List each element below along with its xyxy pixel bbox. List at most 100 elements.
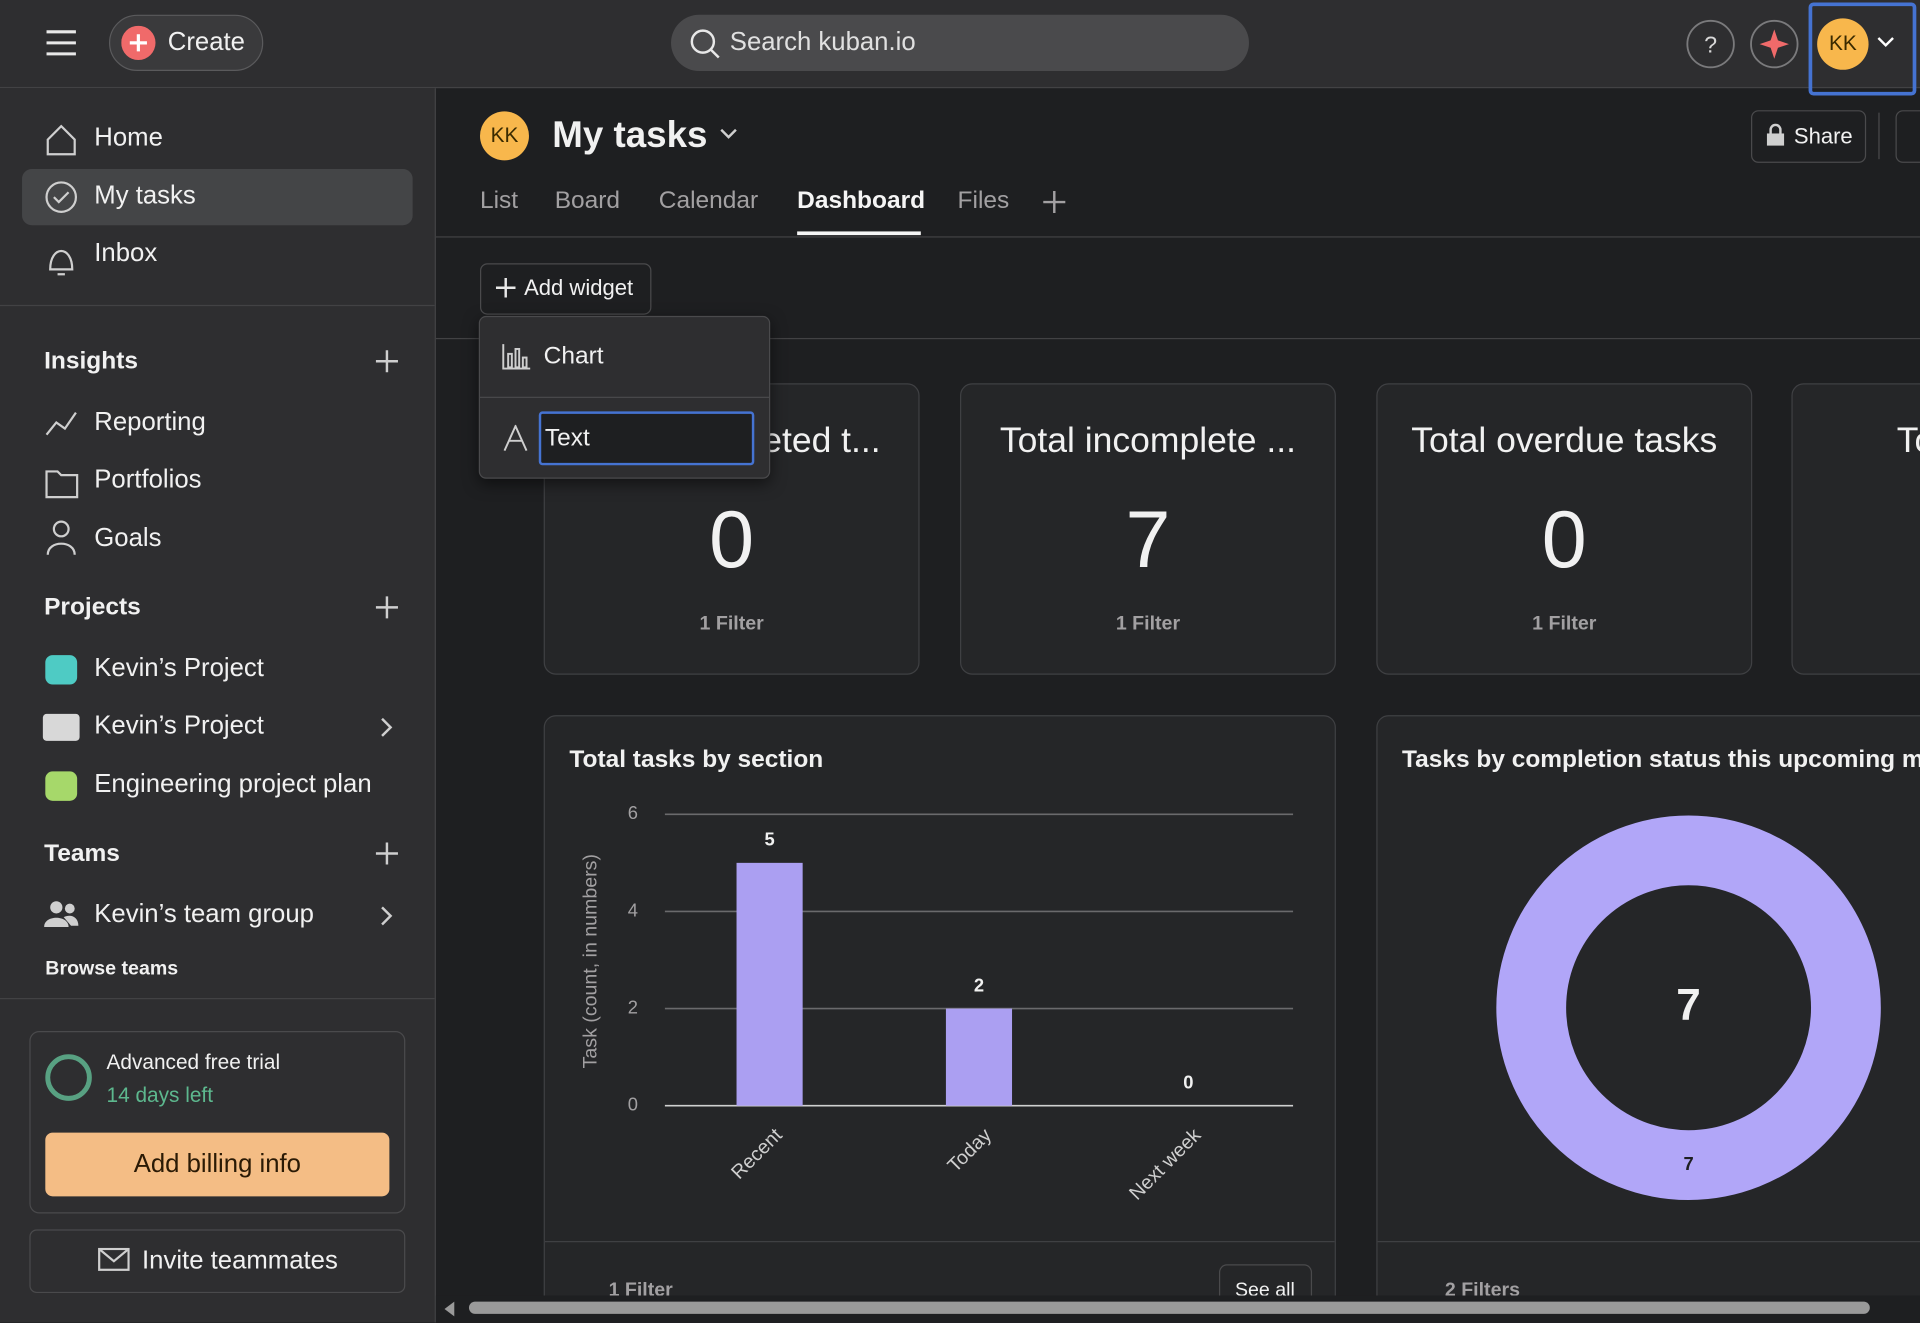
nav-item[interactable]: Reporting [94,407,206,436]
value-label: 5 [764,829,774,850]
nav-item[interactable]: Portfolios [94,465,202,494]
trial-box [29,1031,406,1214]
avatar: KK [1817,18,1869,70]
search-icon [690,29,720,59]
divider [435,337,1920,340]
card-filter[interactable]: 1 Filter [699,613,764,635]
total-label: 7 [1676,980,1701,1029]
bar-widget: Total tasks by section Task (count, in n… [543,715,1336,1323]
nav-highlight [22,168,413,226]
section-title: Projects [44,593,141,621]
view-button[interactable] [1895,110,1920,163]
search-box[interactable] [671,14,1249,72]
project-item[interactable]: Kevin’s Project [94,711,264,740]
section-title: Teams [44,840,120,867]
menu-item[interactable]: Text [544,424,590,452]
chevron [1877,37,1894,48]
divider [0,304,435,307]
tab-underline [797,231,921,236]
tab[interactable]: Board [554,187,621,215]
donut-chart: Tasks by completion status this upcoming… [1377,746,1920,1301]
add-widget-button[interactable] [480,263,652,315]
bar [736,862,803,1106]
avatar: KK [480,111,529,161]
filter-label[interactable]: 2 Filters [1445,1279,1520,1301]
browse-teams[interactable]: Browse teams [45,958,179,980]
card-value: 0 [1541,493,1587,585]
y-tick-label: 4 [628,899,638,920]
trial-title: Advanced free trial [106,1050,281,1074]
help-icon[interactable]: ? [1685,18,1736,69]
section-title: Insights [44,347,138,375]
donut-segment [1496,815,1881,1201]
billing-button[interactable]: Add billing info [45,1132,390,1197]
create-label: Create [167,28,245,57]
account-button[interactable] [1808,2,1917,96]
card-value: 7 [1125,493,1171,585]
lock-icon [1766,123,1785,146]
tab[interactable]: Calendar [658,187,759,215]
x-tick-label: Today [943,1124,996,1177]
text-icon [503,424,528,452]
svg-text:?: ? [1704,32,1717,58]
chart-title: Tasks by completion status this upcoming… [1402,746,1920,773]
card-title: Total overdue tasks [1411,421,1718,461]
card-title: To [1896,421,1920,461]
donut-widget: Tasks by completion status this upcoming… [1376,715,1920,1323]
chart-icon [502,344,531,370]
divider [435,236,1920,238]
invite-label: Invite teammates [142,1246,338,1275]
tab[interactable]: Files [957,187,1010,215]
add-icons[interactable] [375,348,399,868]
tab[interactable]: List [480,187,519,215]
share-button[interactable] [1751,110,1867,163]
invite-button[interactable] [29,1229,406,1294]
chevron[interactable] [719,126,739,143]
divider [1878,112,1880,160]
x-tick-label: Next week [1125,1124,1205,1204]
card-filter[interactable]: 1 Filter [1115,613,1181,635]
add-tab[interactable] [1042,190,1066,214]
chart-title: Total tasks by section [569,746,823,773]
see-all-label: See all [1235,1279,1295,1301]
bar [945,1008,1013,1106]
sidebar [0,88,436,1323]
scroll-arrow[interactable] [441,1300,458,1317]
project-item[interactable]: Kevin’s Project [94,653,264,683]
trial-days: 14 days left [106,1083,214,1107]
create-icon [121,25,156,61]
value-label: 7 [1683,1153,1693,1174]
page-title: My tasks [552,115,708,156]
project-item[interactable]: Engineering project plan [94,770,372,799]
y-tick-label: 2 [628,996,638,1017]
menu-item[interactable]: Chart [543,342,604,370]
y-tick-label: 0 [628,1094,638,1115]
text-input[interactable] [538,411,755,466]
scrollbar-thumb[interactable] [468,1301,1870,1314]
divider [0,997,435,1000]
insight-icons [45,412,79,555]
project-color [45,771,78,801]
nav-item[interactable]: My tasks [94,181,196,210]
value-label: 0 [1183,1072,1193,1093]
bar-chart: Total tasks by section Task (count, in n… [544,746,1335,1315]
ai-icon[interactable] [1749,18,1800,69]
stat-card[interactable]: To [1791,383,1920,675]
search-placeholder: Search kuban.io [729,28,916,57]
filter-label[interactable]: 1 Filter [609,1279,674,1301]
nav-item[interactable]: Home [94,123,163,152]
stat-card[interactable]: Total incomplete ... 7 1 Filter [960,383,1336,675]
nav-item[interactable]: Inbox [94,238,158,267]
card-value: 0 [709,493,755,585]
team-icon [44,901,79,927]
nav-item[interactable]: Goals [94,524,162,553]
tab-active[interactable]: Dashboard [797,187,926,215]
nav-icons [45,124,78,276]
card-filter[interactable]: 1 Filter [1532,613,1597,635]
menu-icon[interactable] [44,27,78,61]
team-item[interactable]: Kevin’s team group [94,900,314,929]
stat-card[interactable]: Total overdue tasks 0 1 Filter [1376,383,1753,675]
chevrons[interactable] [377,715,397,929]
